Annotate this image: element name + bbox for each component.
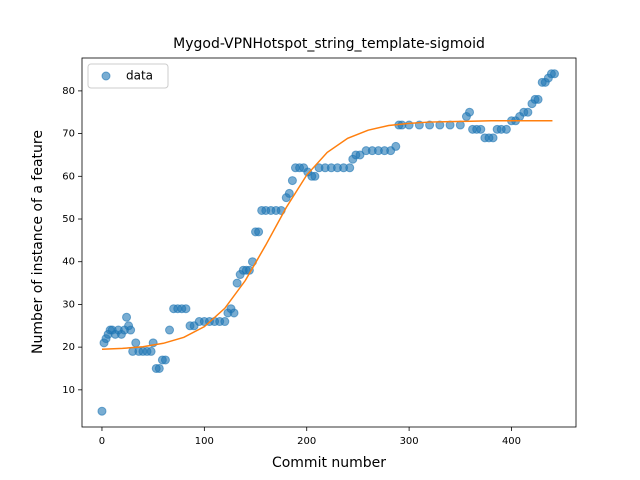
legend-box bbox=[87, 63, 169, 89]
plot-frame bbox=[81, 57, 577, 428]
data-point bbox=[229, 308, 239, 318]
data-point bbox=[523, 107, 533, 117]
data-point bbox=[476, 124, 486, 134]
y-axis-label: Number of instance of a feature bbox=[30, 130, 46, 354]
legend-label: data bbox=[126, 69, 153, 83]
data-point bbox=[181, 304, 191, 314]
x-tick-label: 300 bbox=[400, 436, 419, 447]
y-tick-label: 80 bbox=[62, 86, 75, 97]
y-tick-label: 20 bbox=[62, 342, 75, 353]
data-point bbox=[287, 176, 297, 186]
data-point bbox=[254, 227, 264, 237]
data-point bbox=[465, 107, 475, 117]
chart-title: Mygod-VPNHotspot_string_template-sigmoid bbox=[173, 36, 485, 52]
x-tick-label: 0 bbox=[99, 436, 105, 447]
data-point bbox=[154, 363, 164, 373]
data-point bbox=[533, 94, 543, 104]
x-tick-label: 400 bbox=[502, 436, 521, 447]
data-point bbox=[501, 124, 511, 134]
y-tick-label: 30 bbox=[62, 299, 75, 310]
data-point bbox=[146, 346, 156, 356]
data-point bbox=[355, 150, 365, 160]
y-tick-label: 50 bbox=[62, 214, 75, 225]
data-point bbox=[310, 171, 320, 181]
legend-marker bbox=[101, 71, 111, 81]
data-point bbox=[160, 355, 170, 365]
data-point bbox=[232, 278, 242, 288]
data-point bbox=[404, 120, 414, 130]
data-point bbox=[126, 325, 136, 335]
data-point bbox=[549, 69, 559, 79]
x-tick-label: 200 bbox=[297, 436, 316, 447]
data-point bbox=[165, 325, 175, 335]
data-point bbox=[391, 141, 401, 151]
data-point bbox=[488, 133, 498, 143]
data-point bbox=[122, 312, 132, 322]
fit-line bbox=[101, 120, 553, 351]
y-tick-label: 60 bbox=[62, 171, 75, 182]
y-tick-label: 70 bbox=[62, 129, 75, 140]
x-tick-label: 100 bbox=[195, 436, 214, 447]
data-point bbox=[97, 406, 107, 416]
data-point bbox=[284, 188, 294, 198]
data-point bbox=[131, 338, 141, 348]
data-point bbox=[455, 120, 465, 130]
data-point bbox=[345, 163, 355, 173]
x-axis-label: Commit number bbox=[272, 455, 386, 471]
data-point bbox=[435, 120, 445, 130]
legend: data bbox=[87, 63, 169, 89]
y-tick-label: 40 bbox=[62, 257, 75, 268]
y-tick-label: 10 bbox=[62, 385, 75, 396]
data-point bbox=[220, 317, 230, 327]
data-point bbox=[425, 120, 435, 130]
